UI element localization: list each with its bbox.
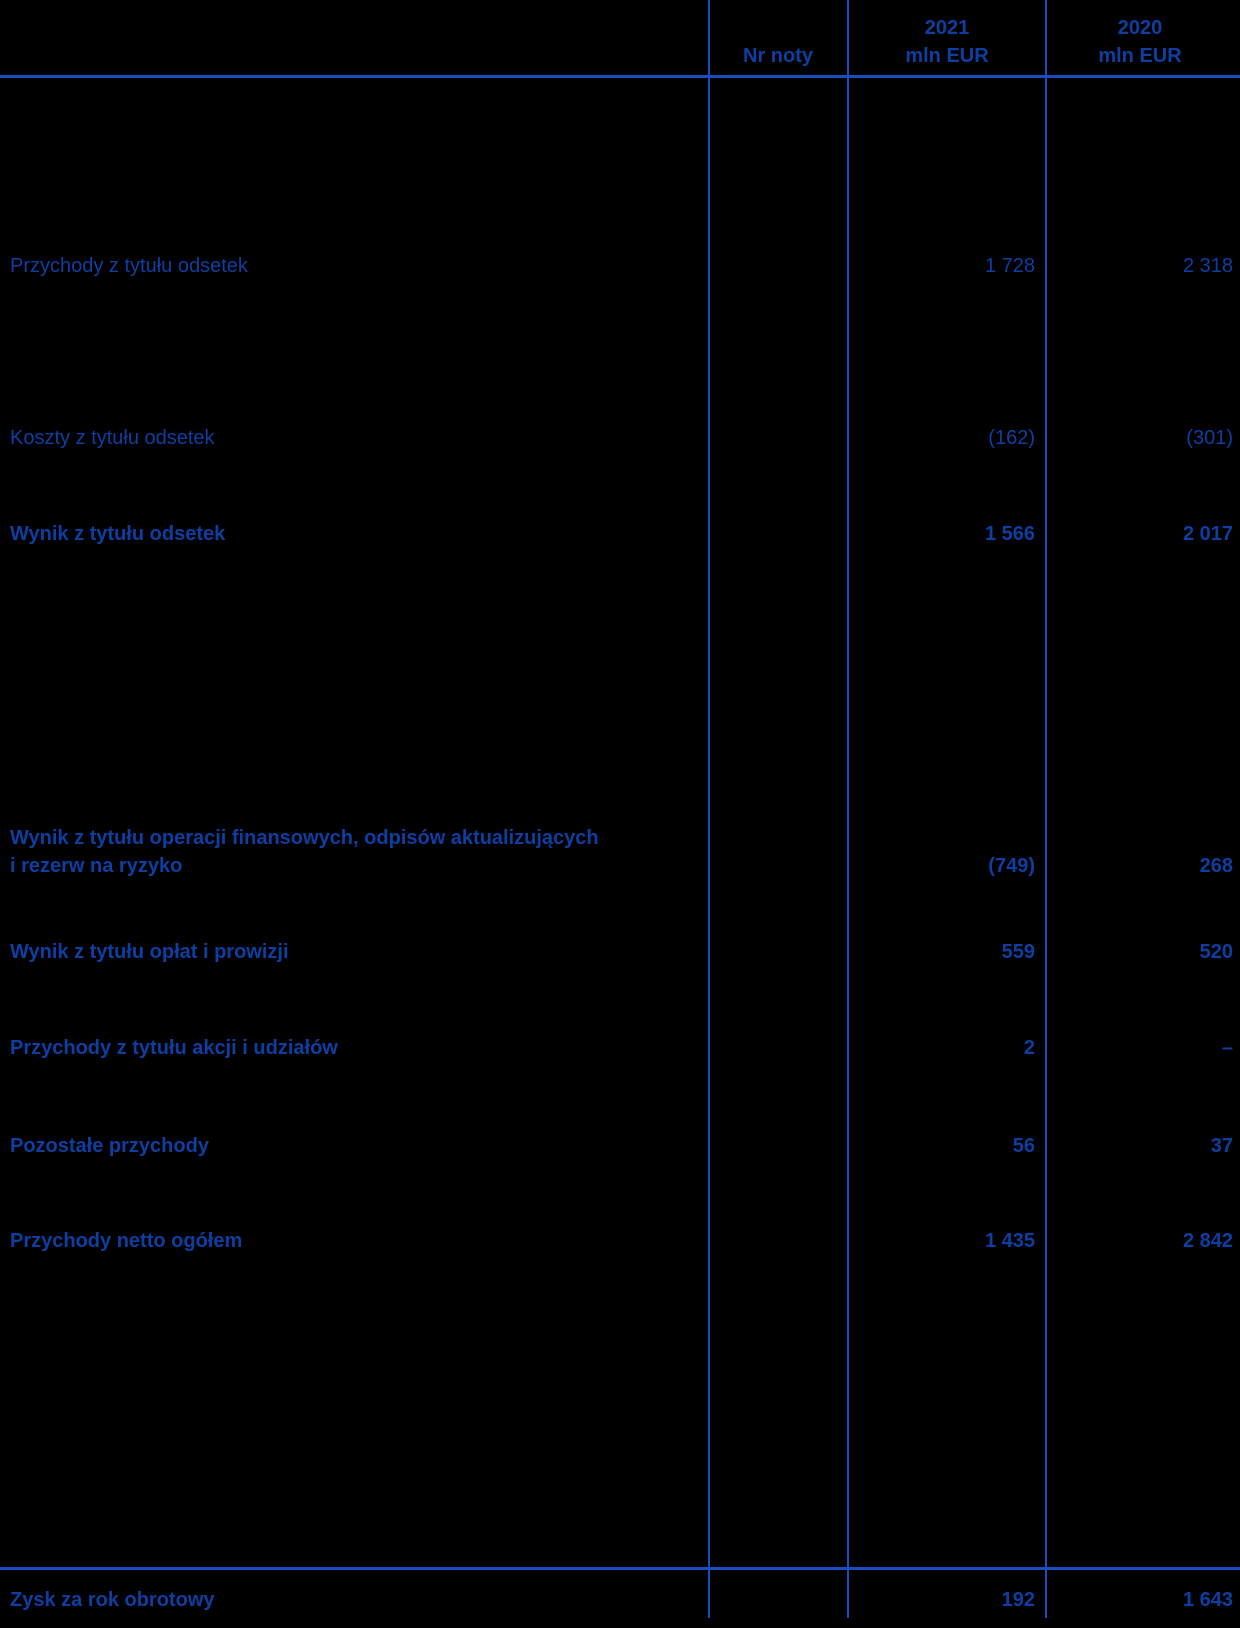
row-value-2021: 192 bbox=[1001, 1589, 1035, 1611]
table-row-equity-income: Przychody z tytułu akcji i udziałów 2 – bbox=[0, 1034, 1240, 1062]
table-row-net-interest-result: Wynik z tytułu odsetek 1 566 2 017 bbox=[0, 520, 1240, 548]
row-label: Koszty z tytułu odsetek bbox=[10, 427, 215, 449]
row-value-2021: (749) bbox=[988, 855, 1035, 877]
row-value-2021: 1 728 bbox=[984, 255, 1035, 277]
header-rule bbox=[0, 75, 1240, 78]
row-label: Przychody netto ogółem bbox=[10, 1230, 243, 1252]
row-value-2020: 268 bbox=[1199, 855, 1233, 877]
row-value-2020: 37 bbox=[1210, 1135, 1233, 1157]
row-value-2020: 520 bbox=[1199, 941, 1233, 963]
header-2020-unit: mln EUR bbox=[1098, 45, 1182, 67]
header-2021-column: 2021 mln EUR bbox=[849, 14, 1045, 70]
table-row-fees-commissions-result: Wynik z tytułu opłat i prowizji 559 520 bbox=[0, 938, 1240, 966]
row-label-line2: i rezerw na ryzyko bbox=[10, 855, 183, 877]
header-note-label: Nr noty bbox=[743, 45, 813, 67]
table-row-total-net-income: Przychody netto ogółem 1 435 2 842 bbox=[0, 1227, 1240, 1255]
header-2021-unit: mln EUR bbox=[905, 45, 989, 67]
table-row-interest-expense: Koszty z tytułu odsetek (162) (301) bbox=[0, 424, 1240, 452]
row-value-2020: 2 318 bbox=[1182, 255, 1233, 277]
table-row-profit-for-year: Zysk za rok obrotowy 192 1 643 bbox=[0, 1586, 1240, 1614]
row-label: Zysk za rok obrotowy bbox=[10, 1589, 215, 1611]
header-note-column: Nr noty bbox=[710, 42, 846, 70]
row-label: Przychody z tytułu akcji i udziałów bbox=[10, 1037, 338, 1059]
row-label: Wynik z tytułu operacji finansowych, odp… bbox=[0, 824, 708, 880]
row-label: Wynik z tytułu odsetek bbox=[10, 523, 226, 545]
column-divider-1 bbox=[708, 0, 710, 1618]
row-value-2020: 1 643 bbox=[1182, 1589, 1233, 1611]
header-2021-year: 2021 bbox=[924, 17, 970, 39]
row-label-line1: Wynik z tytułu operacji finansowych, odp… bbox=[10, 827, 599, 849]
header-2020-column: 2020 mln EUR bbox=[1047, 14, 1233, 70]
total-rule bbox=[0, 1567, 1240, 1570]
row-value-2020: – bbox=[1221, 1037, 1233, 1059]
row-value-2021: 1 566 bbox=[984, 523, 1035, 545]
row-value-2020: 2 842 bbox=[1182, 1230, 1233, 1252]
row-value-2021: 1 435 bbox=[984, 1230, 1035, 1252]
column-divider-2 bbox=[847, 0, 849, 1618]
row-label: Pozostałe przychody bbox=[10, 1135, 209, 1157]
table-row-other-income: Pozostałe przychody 56 37 bbox=[0, 1132, 1240, 1160]
row-value-2021: 559 bbox=[1001, 941, 1035, 963]
header-2020-year: 2020 bbox=[1117, 17, 1163, 39]
row-value-2021: (162) bbox=[988, 427, 1035, 449]
row-value-2020: (301) bbox=[1186, 427, 1233, 449]
row-label: Wynik z tytułu opłat i prowizji bbox=[10, 941, 289, 963]
column-divider-3 bbox=[1045, 0, 1047, 1618]
table-row-financial-operations-result: Wynik z tytułu operacji finansowych, odp… bbox=[0, 824, 1240, 880]
row-value-2020: 2 017 bbox=[1182, 523, 1233, 545]
row-label: Przychody z tytułu odsetek bbox=[10, 255, 248, 277]
table-row-interest-income: Przychody z tytułu odsetek 1 728 2 318 bbox=[0, 252, 1240, 280]
row-value-2021: 56 bbox=[1012, 1135, 1035, 1157]
row-value-2021: 2 bbox=[1023, 1037, 1035, 1059]
